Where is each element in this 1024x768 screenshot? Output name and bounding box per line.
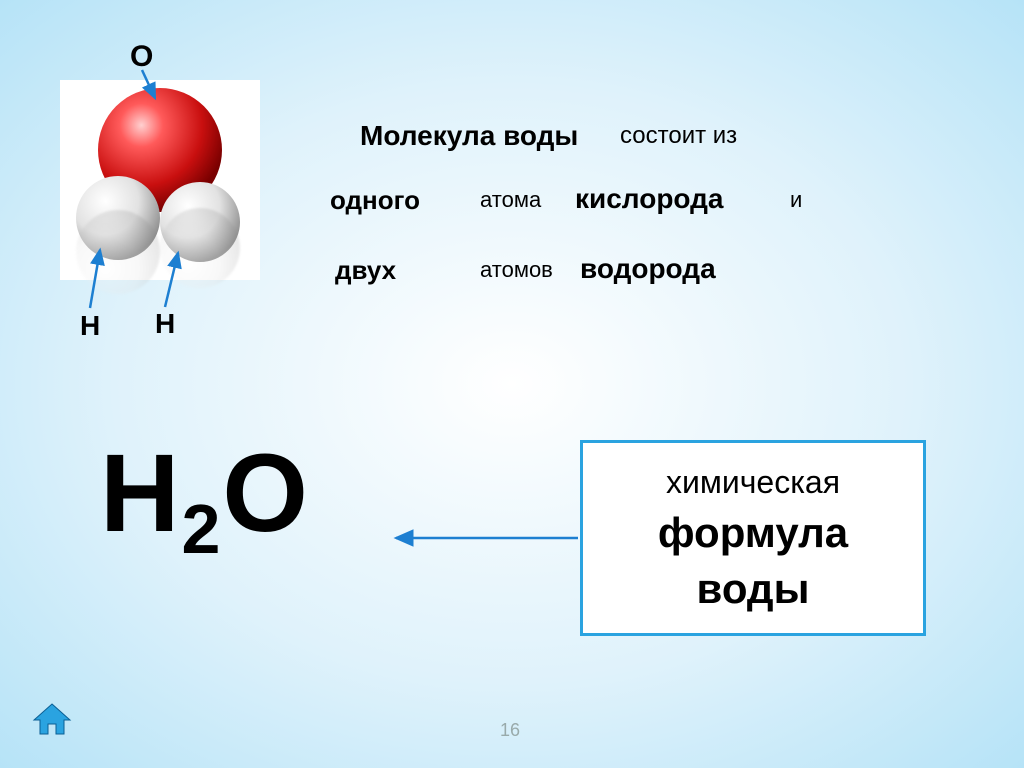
word-w9: водорода [580,253,716,285]
formula-caption-box: химическая формула воды [580,440,926,636]
arrow-to-h1-icon [78,240,118,320]
word-w7: двух [335,255,396,286]
home-button[interactable] [30,700,74,738]
word-w3: одного [330,185,420,216]
word-w4: атома [480,187,541,213]
home-icon [30,700,74,738]
word-w6: и [790,187,802,213]
word-w2: состоит из [620,122,737,150]
slide: O [0,0,1024,768]
label-h1: H [80,310,100,342]
formula-o: O [222,432,310,555]
arrow-formula-icon [390,520,590,560]
formula-h: H [100,432,181,555]
word-w8: атомов [480,257,553,283]
box-line-2: формула [658,509,848,557]
word-w1: Молекула воды [360,120,578,152]
chemical-formula: H2O [100,430,310,557]
label-h2: H [155,308,175,340]
page-number: 16 [500,720,520,741]
formula-sub: 2 [181,490,222,568]
box-line-1: химическая [666,464,840,501]
word-w5: кислорода [575,183,724,215]
box-line-3: воды [697,565,810,613]
arrow-to-oxygen-icon [120,60,180,120]
